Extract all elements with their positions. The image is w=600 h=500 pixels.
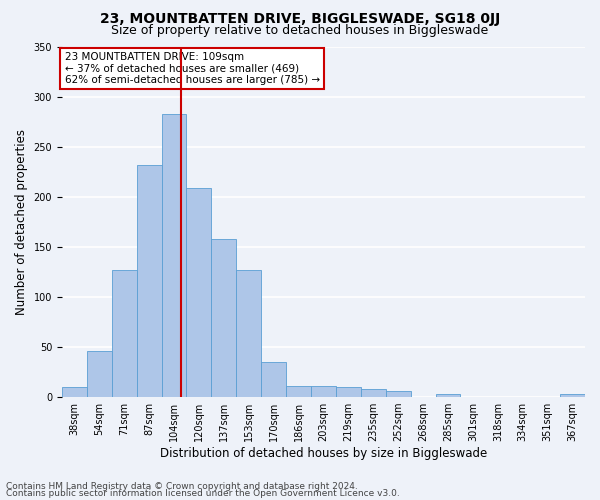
Bar	[87, 351, 112, 397]
Bar	[137, 164, 161, 397]
Text: Contains public sector information licensed under the Open Government Licence v3: Contains public sector information licen…	[6, 490, 400, 498]
Text: Contains HM Land Registry data © Crown copyright and database right 2024.: Contains HM Land Registry data © Crown c…	[6, 482, 358, 491]
Text: Size of property relative to detached houses in Biggleswade: Size of property relative to detached ho…	[112, 24, 488, 37]
Bar	[187, 188, 211, 397]
Bar	[261, 362, 286, 397]
Bar	[62, 387, 87, 397]
Bar	[236, 270, 261, 397]
Bar	[336, 387, 361, 397]
Bar	[436, 394, 460, 397]
X-axis label: Distribution of detached houses by size in Biggleswade: Distribution of detached houses by size …	[160, 447, 487, 460]
Bar	[112, 270, 137, 397]
Bar	[386, 391, 410, 397]
Y-axis label: Number of detached properties: Number of detached properties	[15, 129, 28, 315]
Bar	[286, 386, 311, 397]
Bar	[560, 394, 585, 397]
Bar	[161, 114, 187, 397]
Bar	[361, 389, 386, 397]
Bar	[211, 239, 236, 397]
Text: 23 MOUNTBATTEN DRIVE: 109sqm
← 37% of detached houses are smaller (469)
62% of s: 23 MOUNTBATTEN DRIVE: 109sqm ← 37% of de…	[65, 52, 320, 85]
Text: 23, MOUNTBATTEN DRIVE, BIGGLESWADE, SG18 0JJ: 23, MOUNTBATTEN DRIVE, BIGGLESWADE, SG18…	[100, 12, 500, 26]
Bar	[311, 386, 336, 397]
